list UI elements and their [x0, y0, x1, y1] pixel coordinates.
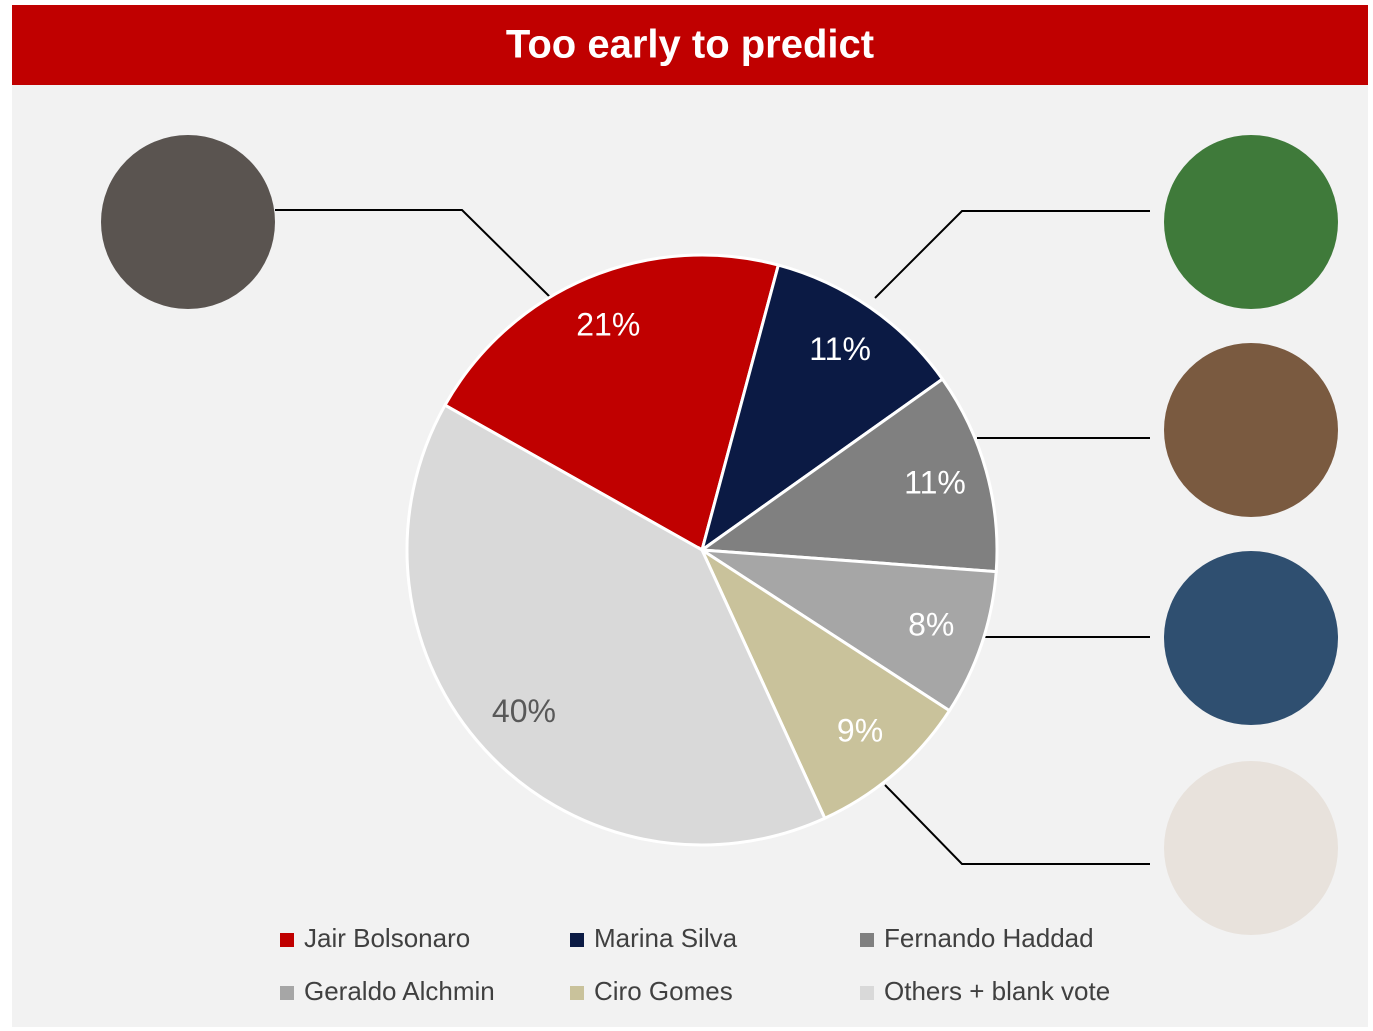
- legend-label: Ciro Gomes: [594, 976, 733, 1006]
- legend-label: Fernando Haddad: [884, 923, 1094, 953]
- legend-swatch: [860, 933, 874, 947]
- data-label: 8%: [908, 607, 954, 643]
- legend-label: Marina Silva: [594, 923, 738, 953]
- leader-line: [884, 784, 1150, 865]
- leader-lines: [275, 209, 1150, 865]
- pie-slice: [442, 253, 781, 553]
- legend-label: Geraldo Alchmin: [304, 976, 495, 1006]
- photo: [101, 135, 275, 309]
- data-label: 11%: [904, 464, 966, 500]
- chart-title: Too early to predict: [506, 23, 874, 67]
- title-bar: [12, 5, 1368, 85]
- legend-swatch: [280, 986, 294, 1000]
- pie-slice: [405, 403, 827, 847]
- legend-swatch: [570, 986, 584, 1000]
- data-label: 40%: [492, 693, 556, 729]
- legend-swatch: [860, 986, 874, 1000]
- pie-slice: [699, 263, 945, 554]
- pie-slice: [701, 548, 998, 713]
- photo: [1164, 761, 1338, 935]
- legend-swatch: [570, 933, 584, 947]
- leader-line: [275, 209, 551, 298]
- legend-label: Others + blank vote: [884, 976, 1110, 1006]
- data-label: 9%: [837, 713, 883, 749]
- photo: [1164, 343, 1338, 517]
- photos: [101, 135, 1338, 935]
- photo: [1164, 551, 1338, 725]
- pie-slice: [697, 377, 999, 574]
- photo: [1164, 135, 1338, 309]
- leader-line: [874, 210, 1150, 299]
- data-label: 21%: [576, 306, 640, 342]
- data-label: 11%: [809, 331, 871, 367]
- pie-slice: [698, 545, 952, 821]
- legend-label: Jair Bolsonaro: [304, 923, 470, 953]
- legend-swatch: [280, 933, 294, 947]
